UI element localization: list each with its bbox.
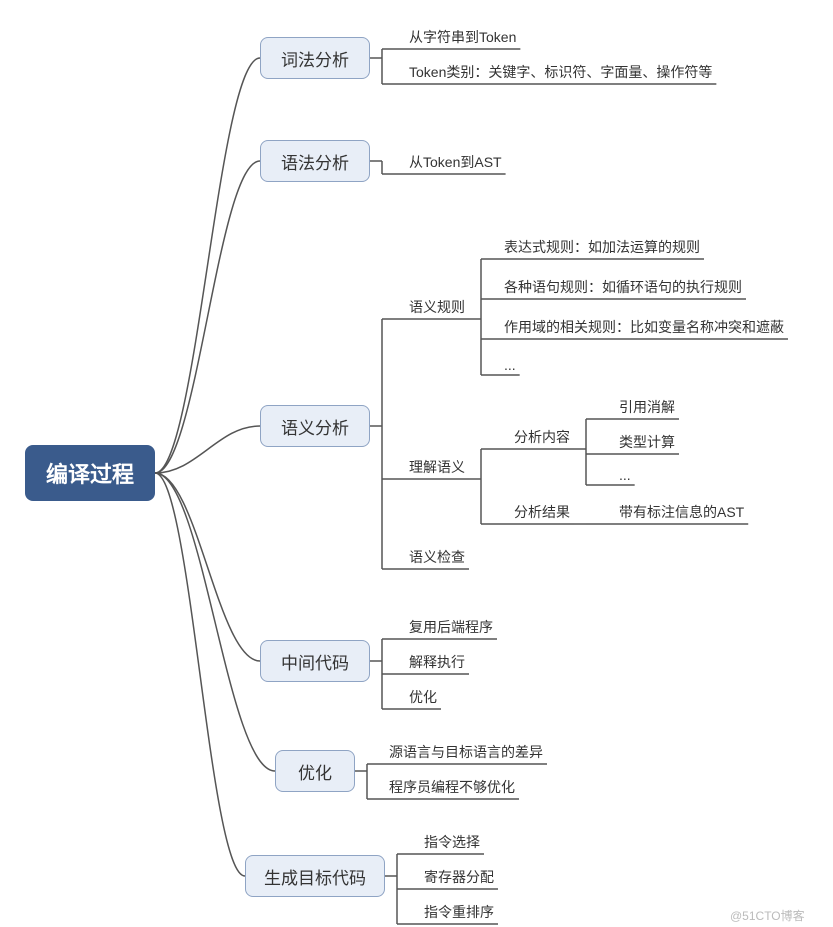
node-n2: 语法分析 xyxy=(260,140,370,182)
root-node: 编译过程 xyxy=(25,445,155,501)
node-n6: 生成目标代码 xyxy=(245,855,385,897)
node-n5: 优化 xyxy=(275,750,355,792)
node-n3b1: 分析内容 xyxy=(510,425,574,449)
node-n5b: 程序员编程不够优化 xyxy=(385,775,519,799)
node-n3a2: 各种语句规则：如循环语句的执行规则 xyxy=(500,275,746,299)
node-n4: 中间代码 xyxy=(260,640,370,682)
node-n4b: 解释执行 xyxy=(405,650,469,674)
node-n3b1c: ... xyxy=(615,465,635,485)
node-n3b1a: 引用消解 xyxy=(615,395,679,419)
node-n3b2a: 带有标注信息的AST xyxy=(615,500,748,524)
node-n5a: 源语言与目标语言的差异 xyxy=(385,740,547,764)
node-n3c: 语义检查 xyxy=(405,545,469,569)
node-n3a4: ... xyxy=(500,355,520,375)
node-n6b: 寄存器分配 xyxy=(420,865,498,889)
node-n6a: 指令选择 xyxy=(420,830,484,854)
node-n4a: 复用后端程序 xyxy=(405,615,497,639)
node-n3a1: 表达式规则：如加法运算的规则 xyxy=(500,235,704,259)
node-n3b: 理解语义 xyxy=(405,455,469,479)
node-n3: 语义分析 xyxy=(260,405,370,447)
node-n1: 词法分析 xyxy=(260,37,370,79)
node-n3a3: 作用域的相关规则：比如变量名称冲突和遮蔽 xyxy=(500,315,788,339)
node-n1b: Token类别：关键字、标识符、字面量、操作符等 xyxy=(405,60,716,84)
node-n6c: 指令重排序 xyxy=(420,900,498,924)
node-n4c: 优化 xyxy=(405,685,441,709)
node-n3b2: 分析结果 xyxy=(510,500,574,524)
node-n2a: 从Token到AST xyxy=(405,150,506,174)
node-n3b1b: 类型计算 xyxy=(615,430,679,454)
node-n1a: 从字符串到Token xyxy=(405,25,520,49)
node-n3a: 语义规则 xyxy=(405,295,469,319)
watermark: @51CTO博客 xyxy=(730,907,805,924)
